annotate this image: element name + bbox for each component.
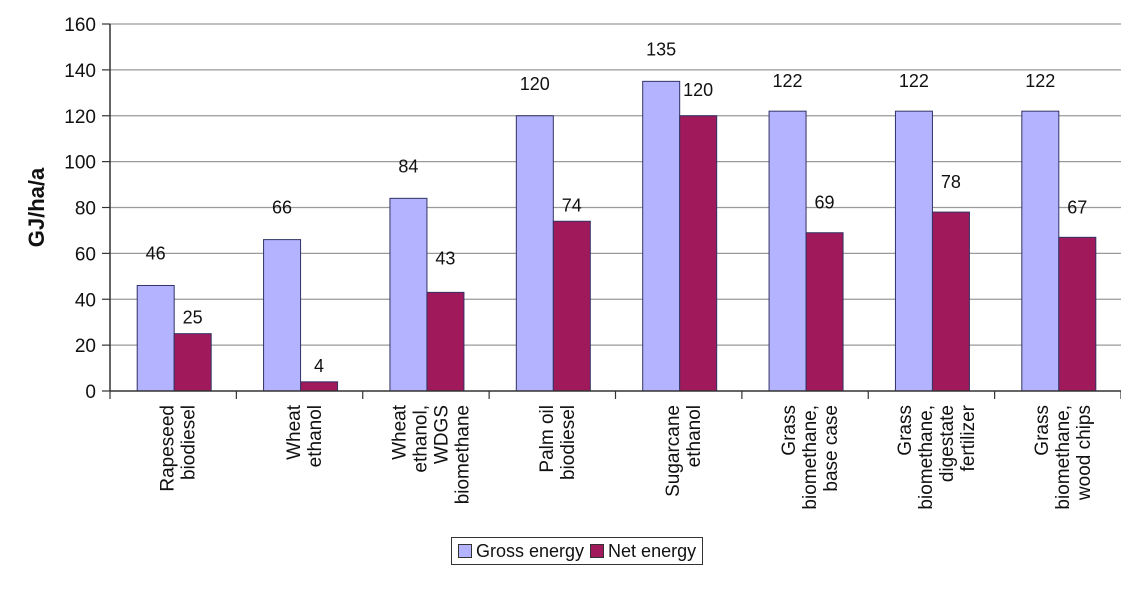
x-category-label-line: WDGS [431, 405, 452, 464]
y-tick-label: 120 [64, 107, 96, 128]
data-label-gross: 135 [646, 39, 676, 59]
bar-gross-energy [389, 197, 428, 392]
data-label-net: 25 [183, 308, 203, 328]
data-label-gross: 122 [899, 71, 929, 91]
data-label-gross: 122 [1025, 71, 1055, 91]
bar-net-energy [679, 115, 718, 392]
x-category-label-line: Rapeseed [158, 405, 179, 492]
x-category-label-line: fertilizer [958, 404, 979, 471]
data-label-net: 43 [435, 248, 455, 268]
legend-swatch-net [590, 544, 605, 558]
y-tick-label: 80 [75, 199, 96, 220]
bar-gross-energy [768, 110, 807, 392]
x-category-label-line: Grass [1032, 405, 1053, 456]
bar-net-energy [1058, 236, 1097, 392]
data-label-gross: 46 [146, 243, 166, 263]
x-category-label-line: biodiesel [558, 405, 579, 480]
bar-net-energy [173, 333, 212, 392]
bar-gross-energy [1021, 110, 1060, 392]
bar-net-energy [931, 211, 970, 392]
x-category-label-line: Wheat [284, 404, 305, 460]
y-tick-label: 40 [75, 290, 96, 311]
bar-gross-energy [894, 110, 933, 392]
y-tick-label: 20 [75, 336, 96, 357]
bar-gross-energy [263, 239, 302, 392]
x-category-label-line: Wheat [389, 404, 410, 460]
y-axis-title: GJ/ha/a [24, 167, 49, 247]
data-label-gross: 122 [773, 71, 803, 91]
x-category-label: Grass biomethane, digestate fertilizer [895, 404, 979, 509]
data-label-gross: 66 [272, 198, 292, 218]
x-category-label-line: biomethane, [800, 405, 821, 510]
x-category-label-line: wood chips [1074, 405, 1095, 501]
y-tick-label: 100 [64, 153, 96, 174]
x-category-label: Wheat ethanol, WDGS biomethane [389, 404, 473, 504]
bar-gross-energy [642, 80, 681, 392]
x-category-label-line: ethanol [684, 405, 705, 467]
y-tick-label: 160 [64, 15, 96, 36]
bar-net-energy [426, 291, 465, 392]
data-label-net: 78 [941, 172, 961, 192]
x-category-label-line: biodiesel [179, 405, 200, 480]
y-tick-label: 0 [85, 382, 96, 403]
x-category-label: Grass biomethane, wood chips [1032, 405, 1095, 510]
x-category-label-line: biomethane, [1053, 405, 1074, 510]
data-label-net: 67 [1067, 197, 1087, 217]
bar-net-energy [300, 381, 339, 392]
y-tick-label: 140 [64, 61, 96, 82]
x-category-label-line: ethanol [305, 405, 326, 467]
x-category-label: Palm oil biodiesel [537, 405, 579, 480]
x-category-label: Wheat ethanol [284, 404, 326, 467]
x-category-label-line: base case [821, 405, 842, 492]
x-category-label-line: Grass [895, 405, 916, 456]
legend-swatch-gross [458, 544, 472, 558]
x-category-label-line: Sugarcane [663, 405, 684, 497]
x-category-label-line: ethanol, [410, 405, 431, 473]
x-category-label-line: Grass [779, 405, 800, 456]
x-category-label-line: biomethane [452, 405, 473, 504]
legend-label-gross: Gross energy [476, 540, 585, 561]
x-category-label-line: digestate [937, 405, 958, 482]
bar-gross-energy [515, 115, 554, 392]
bar-net-energy [805, 232, 844, 392]
legend-item-net: Net energy [590, 541, 696, 562]
x-category-label: Sugarcane ethanol [663, 405, 705, 497]
x-category-label-line: biomethane, [916, 405, 937, 510]
data-label-net: 4 [314, 356, 324, 376]
y-tick-label: 60 [75, 244, 96, 265]
legend-label-net: Net energy [608, 540, 697, 561]
x-category-label: Rapeseed biodiesel [158, 405, 200, 492]
legend: Gross energy Net energy [451, 537, 704, 565]
data-label-net: 120 [683, 80, 713, 100]
bar-net-energy [552, 220, 591, 392]
data-label-gross: 84 [398, 156, 418, 176]
x-category-label: Grass biomethane, base case [779, 405, 842, 510]
data-label-net: 74 [562, 195, 582, 215]
data-label-net: 69 [815, 193, 835, 213]
data-label-gross: 120 [520, 74, 550, 94]
x-category-label-line: Palm oil [537, 405, 558, 473]
bar-gross-energy [136, 284, 175, 392]
legend-item-gross: Gross energy [458, 541, 584, 562]
